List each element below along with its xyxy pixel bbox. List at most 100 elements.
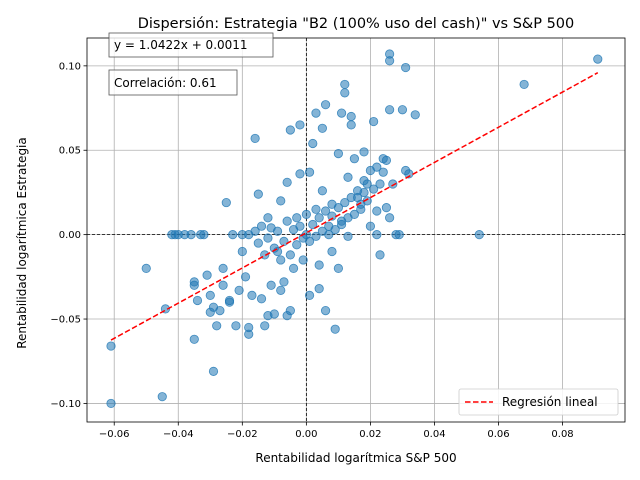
- data-point: [269, 309, 279, 319]
- y-tick-label: −0.05: [50, 315, 81, 326]
- legend: Regresión lineal: [458, 388, 619, 416]
- correlation-box: [108, 69, 238, 96]
- data-point: [343, 172, 353, 182]
- data-point: [256, 221, 267, 231]
- data-point: [292, 213, 302, 223]
- data-point: [157, 392, 167, 402]
- data-point: [141, 263, 151, 273]
- data-point: [378, 167, 388, 177]
- data-point: [314, 213, 324, 223]
- data-point: [346, 111, 356, 122]
- data-point: [314, 284, 324, 294]
- data-point: [192, 295, 203, 306]
- data-point: [340, 79, 350, 90]
- data-point: [311, 108, 321, 118]
- data-point: [372, 230, 382, 240]
- data-point: [320, 206, 331, 216]
- correlation-annotation: Correlación: 0.61: [108, 69, 238, 96]
- equation-text: y = 1.0422x + 0.0011: [114, 38, 248, 52]
- data-point: [346, 120, 356, 130]
- data-point: [186, 230, 196, 240]
- data-point: [346, 192, 356, 203]
- data-point: [295, 120, 305, 130]
- data-point: [292, 240, 302, 250]
- data-point: [205, 290, 215, 301]
- y-tick-label: 0.00: [59, 230, 81, 241]
- data-point: [320, 100, 331, 110]
- data-point: [375, 179, 385, 189]
- data-point: [333, 263, 343, 273]
- legend-box: [458, 388, 619, 416]
- data-point: [295, 221, 305, 231]
- data-point: [208, 366, 219, 376]
- data-point: [330, 224, 340, 235]
- data-point: [212, 321, 222, 331]
- data-point: [372, 162, 382, 172]
- data-point: [199, 230, 209, 240]
- data-point: [343, 231, 353, 241]
- data-point: [336, 108, 347, 118]
- data-point: [333, 203, 343, 213]
- data-point: [304, 167, 315, 177]
- data-point: [263, 233, 273, 243]
- data-point: [218, 280, 228, 290]
- y-axis-label: Rentabilidad logarítmica Estrategia: [15, 137, 29, 349]
- data-point: [397, 105, 408, 115]
- x-tick-label: −0.06: [99, 429, 130, 440]
- x-tick-label: 0.00: [295, 429, 317, 440]
- chart-title: Dispersión: Estrategia "B2 (100% uso del…: [138, 16, 575, 32]
- equation-box: [108, 32, 274, 58]
- data-point: [385, 105, 395, 115]
- data-point: [276, 255, 286, 265]
- data-point: [304, 290, 315, 301]
- x-axis-label: Rentabilidad logarítmica S&P 500: [255, 451, 456, 465]
- data-point: [295, 169, 305, 179]
- data-point: [260, 321, 270, 331]
- data-point: [340, 197, 350, 208]
- data-point: [288, 263, 299, 273]
- x-tick-label: 0.04: [423, 429, 445, 440]
- data-point: [308, 219, 318, 230]
- x-tick-label: 0.06: [487, 429, 509, 440]
- y-tick-label: 0.10: [59, 61, 81, 72]
- data-point: [253, 189, 263, 199]
- x-tick-label: −0.02: [227, 429, 258, 440]
- data-point: [336, 219, 347, 230]
- data-point: [327, 246, 337, 257]
- data-point: [256, 294, 267, 304]
- data-point: [189, 277, 199, 287]
- data-point: [593, 54, 603, 64]
- data-point: [314, 260, 324, 270]
- data-point: [372, 206, 382, 216]
- data-point: [353, 186, 363, 196]
- data-point: [218, 263, 228, 273]
- data-point: [410, 110, 420, 120]
- data-point: [247, 290, 257, 301]
- data-point: [224, 295, 235, 306]
- data-point: [282, 177, 292, 187]
- data-point: [250, 133, 260, 144]
- data-point: [369, 184, 379, 194]
- data-point: [240, 272, 251, 282]
- data-point: [266, 280, 276, 290]
- data-point: [381, 203, 392, 213]
- y-tick-label: −0.10: [50, 399, 81, 410]
- data-point: [282, 216, 292, 226]
- data-point: [394, 230, 404, 240]
- data-point: [221, 197, 231, 208]
- equation-annotation: y = 1.0422x + 0.0011: [108, 32, 274, 58]
- data-point: [234, 285, 244, 295]
- data-point: [215, 305, 225, 316]
- data-points: [106, 49, 603, 409]
- data-point: [320, 305, 331, 316]
- data-point: [519, 79, 529, 90]
- data-point: [369, 116, 379, 127]
- data-point: [263, 213, 273, 223]
- data-point: [401, 62, 411, 73]
- data-point: [279, 277, 289, 287]
- data-point: [298, 255, 308, 265]
- data-point: [365, 221, 376, 231]
- data-point: [237, 246, 247, 257]
- data-point: [474, 230, 484, 240]
